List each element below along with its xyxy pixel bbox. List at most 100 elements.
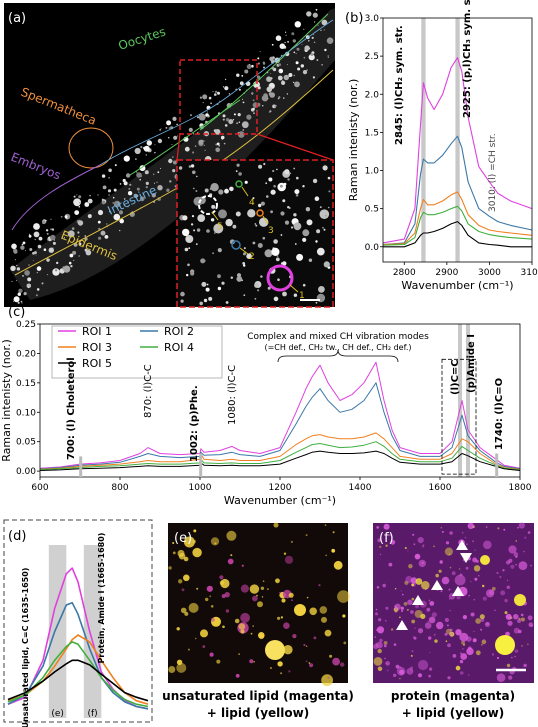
granule (446, 624, 449, 627)
granule (280, 234, 283, 236)
granule (286, 93, 289, 95)
granule (140, 146, 143, 149)
granule (54, 269, 58, 272)
granule (400, 590, 402, 592)
granule (56, 261, 59, 265)
granule (24, 270, 30, 276)
granule (242, 262, 246, 265)
x-tick-label: 800 (111, 483, 128, 493)
granule (319, 606, 328, 614)
granule (290, 226, 294, 229)
granule (236, 163, 240, 167)
granule (404, 580, 409, 585)
granule (302, 185, 305, 188)
x-tick-label: 1400 (349, 483, 372, 493)
granule (252, 241, 256, 245)
series-line-1 (7, 567, 149, 710)
granule (101, 174, 106, 178)
granule (172, 551, 176, 555)
granule (428, 599, 431, 602)
granule (52, 247, 54, 249)
granule (472, 638, 477, 643)
granule (305, 645, 308, 647)
granule (200, 258, 206, 264)
granule (316, 59, 319, 61)
granule (311, 36, 314, 40)
granule (229, 239, 235, 245)
granule (245, 81, 251, 86)
granule (513, 552, 519, 557)
granule (60, 215, 63, 218)
granule (129, 183, 132, 186)
granule (263, 62, 266, 65)
granule (273, 106, 276, 108)
granule (182, 228, 190, 237)
granule (279, 43, 286, 49)
granule (271, 43, 274, 46)
marker-triangle (456, 540, 468, 550)
granule (238, 88, 241, 91)
granule (235, 673, 240, 678)
band-unsaturated-lipid (48, 545, 67, 718)
granule (222, 118, 225, 121)
granule (221, 281, 225, 285)
granule (505, 613, 512, 620)
granule (52, 268, 60, 276)
granule (210, 537, 220, 546)
granule (441, 530, 444, 533)
granule (108, 176, 110, 179)
granule (73, 259, 75, 261)
granule (201, 281, 207, 287)
granule (496, 656, 500, 660)
granule (324, 524, 327, 526)
granule (218, 144, 221, 147)
granule (280, 211, 285, 216)
granule (228, 93, 231, 95)
granule (332, 531, 335, 534)
series-line-2 (7, 601, 149, 710)
granule (210, 218, 215, 222)
granule (51, 228, 55, 231)
granule (206, 585, 213, 592)
granule (37, 244, 42, 249)
granule (302, 70, 308, 75)
granule (272, 169, 275, 173)
granule (215, 147, 220, 153)
granule (252, 99, 255, 102)
granule (34, 238, 36, 241)
granule (229, 187, 233, 191)
granule (465, 566, 469, 570)
granule (11, 243, 17, 250)
granule (378, 618, 382, 622)
granule (190, 114, 192, 117)
granule (429, 601, 435, 606)
granule (306, 69, 308, 71)
granule (431, 612, 437, 618)
granule (217, 91, 220, 95)
granule (254, 283, 259, 288)
annotation-peak: 1080: (l)C-C (227, 365, 238, 425)
granule (295, 194, 299, 197)
band-highlight (455, 18, 460, 262)
granule (184, 611, 189, 616)
granule (376, 586, 380, 589)
granule (279, 591, 281, 594)
roi-1-label: 1 (299, 291, 305, 301)
granule (244, 180, 248, 184)
granule (188, 127, 193, 132)
granule (16, 267, 21, 271)
granule (412, 533, 415, 536)
granule (262, 105, 264, 107)
granule (308, 54, 315, 61)
granule (253, 111, 255, 114)
granule (305, 660, 308, 663)
roi-5-label: 5 (217, 222, 223, 232)
granule (322, 227, 324, 229)
lipid-droplet (294, 604, 306, 616)
granule (283, 552, 287, 555)
granule (252, 197, 255, 200)
granule (183, 536, 195, 548)
granule (390, 628, 394, 631)
series-line-4 (382, 205, 533, 246)
